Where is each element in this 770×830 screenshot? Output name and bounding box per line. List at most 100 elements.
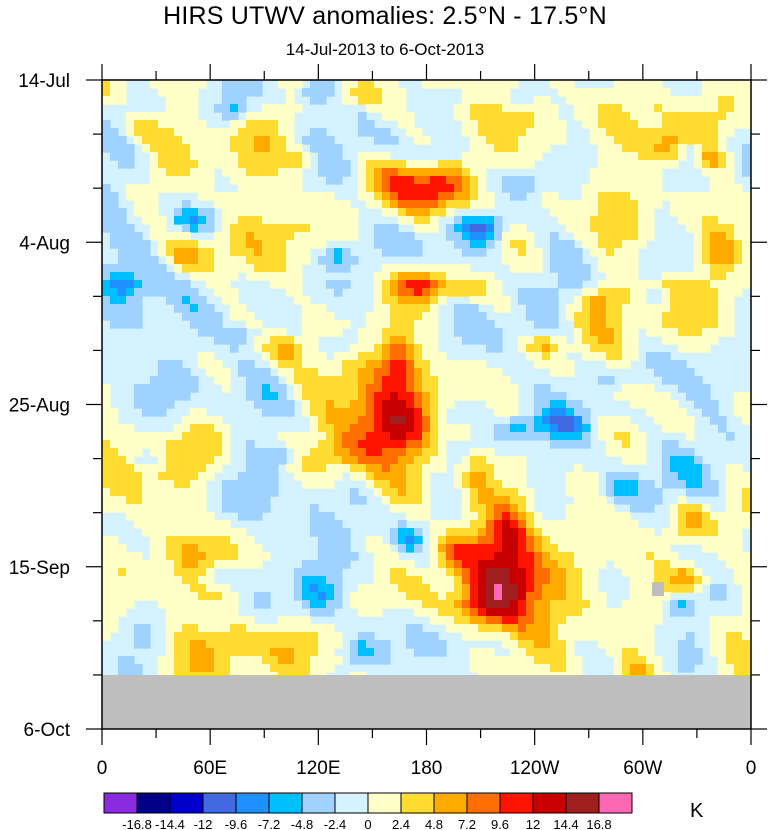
field-cell xyxy=(190,136,199,145)
field-cell xyxy=(558,600,567,609)
field-cell xyxy=(486,488,495,497)
field-cell xyxy=(574,584,583,593)
field-cell xyxy=(510,512,519,521)
field-cell xyxy=(438,272,447,281)
field-cell xyxy=(486,144,495,153)
field-cell xyxy=(294,640,303,649)
field-cell xyxy=(158,664,167,673)
field-cell xyxy=(230,592,239,601)
field-cell xyxy=(254,208,263,217)
field-cell xyxy=(478,280,487,289)
field-cell xyxy=(374,376,383,385)
field-cell xyxy=(486,608,495,617)
field-cell xyxy=(206,608,215,617)
field-cell xyxy=(262,624,271,633)
field-cell xyxy=(150,512,159,521)
field-cell xyxy=(582,192,591,201)
field-cell xyxy=(374,408,383,417)
field-cell xyxy=(590,624,599,633)
field-cell xyxy=(406,488,415,497)
field-cell xyxy=(102,208,111,217)
field-cell xyxy=(502,608,511,617)
field-cell xyxy=(374,192,383,201)
field-cell xyxy=(582,560,591,569)
field-cell xyxy=(574,400,583,409)
field-cell xyxy=(150,264,159,273)
field-cell xyxy=(326,360,335,369)
field-cell xyxy=(478,560,487,569)
field-cell xyxy=(334,472,343,481)
field-cell xyxy=(270,224,279,233)
field-cell xyxy=(358,328,367,337)
field-cell xyxy=(190,408,199,417)
field-cell xyxy=(566,432,575,441)
field-cell xyxy=(310,528,319,537)
field-cell xyxy=(134,128,143,137)
field-cell xyxy=(286,408,295,417)
field-cell xyxy=(142,472,151,481)
field-cell xyxy=(558,568,567,577)
field-cell xyxy=(326,392,335,401)
field-cell xyxy=(446,224,455,233)
field-cell xyxy=(702,344,711,353)
field-cell xyxy=(414,640,423,649)
field-cell xyxy=(214,272,223,281)
field-cell xyxy=(742,472,751,481)
field-cell xyxy=(462,80,471,89)
field-cell xyxy=(126,280,135,289)
field-cell xyxy=(454,464,463,473)
field-cell xyxy=(614,344,623,353)
field-cell xyxy=(182,160,191,169)
field-cell xyxy=(246,248,255,257)
field-cell xyxy=(286,200,295,209)
field-cell xyxy=(686,472,695,481)
field-cell xyxy=(374,440,383,449)
field-cell xyxy=(366,392,375,401)
field-cell xyxy=(422,208,431,217)
field-cell xyxy=(206,616,215,625)
field-cell xyxy=(182,624,191,633)
field-cell xyxy=(454,480,463,489)
field-cell xyxy=(342,168,351,177)
field-cell xyxy=(462,544,471,553)
field-cell xyxy=(102,280,111,289)
field-cell xyxy=(286,352,295,361)
field-cell xyxy=(686,328,695,337)
field-cell xyxy=(486,448,495,457)
field-cell xyxy=(342,224,351,233)
field-cell xyxy=(654,544,663,553)
field-cell xyxy=(606,88,615,97)
field-cell xyxy=(702,80,711,89)
field-cell xyxy=(302,584,311,593)
field-cell xyxy=(366,336,375,345)
field-cell xyxy=(710,216,719,225)
field-cell xyxy=(566,216,575,225)
field-cell xyxy=(334,264,343,273)
field-cell xyxy=(566,576,575,585)
field-cell xyxy=(470,544,479,553)
field-cell xyxy=(726,104,735,113)
field-cell xyxy=(550,648,559,657)
field-cell xyxy=(542,416,551,425)
field-cell xyxy=(222,624,231,633)
field-cell xyxy=(662,552,671,561)
field-cell xyxy=(182,96,191,105)
field-cell xyxy=(614,336,623,345)
field-cell xyxy=(198,440,207,449)
field-cell xyxy=(654,576,663,585)
field-cell xyxy=(550,584,559,593)
field-cell xyxy=(742,656,751,665)
field-cell xyxy=(622,536,631,545)
field-cell xyxy=(190,440,199,449)
field-cell xyxy=(518,616,527,625)
field-cell xyxy=(102,424,111,433)
field-cell xyxy=(294,376,303,385)
field-cell xyxy=(110,232,119,241)
field-cell xyxy=(438,416,447,425)
field-cell xyxy=(718,184,727,193)
field-cell xyxy=(534,624,543,633)
field-cell xyxy=(382,232,391,241)
field-cell xyxy=(710,120,719,129)
field-cell xyxy=(686,104,695,113)
field-cell xyxy=(166,104,175,113)
